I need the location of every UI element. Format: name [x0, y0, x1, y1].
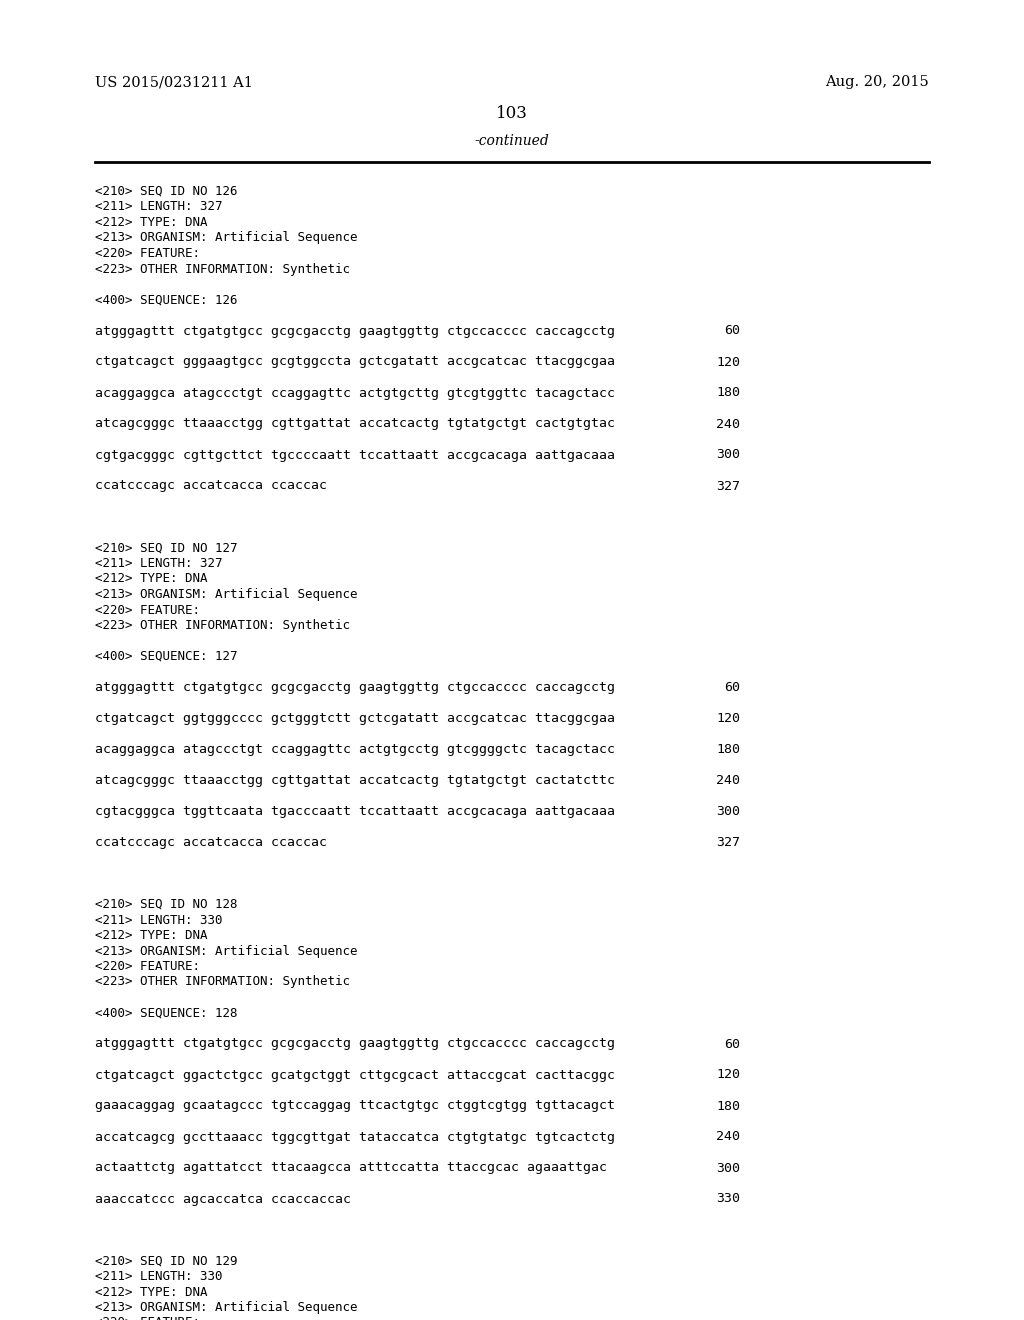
Text: 300: 300 [716, 1162, 740, 1175]
Text: <213> ORGANISM: Artificial Sequence: <213> ORGANISM: Artificial Sequence [95, 231, 357, 244]
Text: <220> FEATURE:: <220> FEATURE: [95, 960, 200, 973]
Text: cgtgacgggc cgttgcttct tgccccaatt tccattaatt accgcacaga aattgacaaa: cgtgacgggc cgttgcttct tgccccaatt tccatta… [95, 449, 615, 462]
Text: atcagcgggc ttaaacctgg cgttgattat accatcactg tgtatgctgt cactgtgtac: atcagcgggc ttaaacctgg cgttgattat accatca… [95, 417, 615, 430]
Text: <213> ORGANISM: Artificial Sequence: <213> ORGANISM: Artificial Sequence [95, 1302, 357, 1313]
Text: 240: 240 [716, 417, 740, 430]
Text: 327: 327 [716, 479, 740, 492]
Text: cgtacgggca tggttcaata tgacccaatt tccattaatt accgcacaga aattgacaaa: cgtacgggca tggttcaata tgacccaatt tccatta… [95, 805, 615, 818]
Text: <220> FEATURE:: <220> FEATURE: [95, 1316, 200, 1320]
Text: <211> LENGTH: 330: <211> LENGTH: 330 [95, 913, 222, 927]
Text: <212> TYPE: DNA: <212> TYPE: DNA [95, 929, 208, 942]
Text: ctgatcagct ggactctgcc gcatgctggt cttgcgcact attaccgcat cacttacggc: ctgatcagct ggactctgcc gcatgctggt cttgcgc… [95, 1068, 615, 1081]
Text: atgggagttt ctgatgtgcc gcgcgacctg gaagtggttg ctgccacccc caccagcctg: atgggagttt ctgatgtgcc gcgcgacctg gaagtgg… [95, 325, 615, 338]
Text: 180: 180 [716, 743, 740, 756]
Text: ctgatcagct ggtgggcccc gctgggtctt gctcgatatt accgcatcac ttacggcgaa: ctgatcagct ggtgggcccc gctgggtctt gctcgat… [95, 711, 615, 725]
Text: 120: 120 [716, 355, 740, 368]
Text: <400> SEQUENCE: 127: <400> SEQUENCE: 127 [95, 649, 238, 663]
Text: 240: 240 [716, 1130, 740, 1143]
Text: gaaacaggag gcaatagccc tgtccaggag ttcactgtgc ctggtcgtgg tgttacagct: gaaacaggag gcaatagccc tgtccaggag ttcactg… [95, 1100, 615, 1113]
Text: 120: 120 [716, 711, 740, 725]
Text: aaaccatccc agcaccatca ccaccaccac: aaaccatccc agcaccatca ccaccaccac [95, 1192, 351, 1205]
Text: <223> OTHER INFORMATION: Synthetic: <223> OTHER INFORMATION: Synthetic [95, 975, 350, 989]
Text: <210> SEQ ID NO 127: <210> SEQ ID NO 127 [95, 541, 238, 554]
Text: 330: 330 [716, 1192, 740, 1205]
Text: 180: 180 [716, 387, 740, 400]
Text: <220> FEATURE:: <220> FEATURE: [95, 247, 200, 260]
Text: 300: 300 [716, 805, 740, 818]
Text: 60: 60 [724, 325, 740, 338]
Text: 180: 180 [716, 1100, 740, 1113]
Text: acaggaggca atagccctgt ccaggagttc actgtgcctg gtcggggctc tacagctacc: acaggaggca atagccctgt ccaggagttc actgtgc… [95, 743, 615, 756]
Text: -continued: -continued [475, 135, 549, 148]
Text: <220> FEATURE:: <220> FEATURE: [95, 603, 200, 616]
Text: atgggagttt ctgatgtgcc gcgcgacctg gaagtggttg ctgccacccc caccagcctg: atgggagttt ctgatgtgcc gcgcgacctg gaagtgg… [95, 681, 615, 694]
Text: 120: 120 [716, 1068, 740, 1081]
Text: 300: 300 [716, 449, 740, 462]
Text: ccatcccagc accatcacca ccaccac: ccatcccagc accatcacca ccaccac [95, 836, 327, 849]
Text: 60: 60 [724, 1038, 740, 1051]
Text: <213> ORGANISM: Artificial Sequence: <213> ORGANISM: Artificial Sequence [95, 587, 357, 601]
Text: acaggaggca atagccctgt ccaggagttc actgtgcttg gtcgtggttc tacagctacc: acaggaggca atagccctgt ccaggagttc actgtgc… [95, 387, 615, 400]
Text: <223> OTHER INFORMATION: Synthetic: <223> OTHER INFORMATION: Synthetic [95, 619, 350, 632]
Text: actaattctg agattatcct ttacaagcca atttccatta ttaccgcac agaaattgac: actaattctg agattatcct ttacaagcca atttcca… [95, 1162, 607, 1175]
Text: accatcagcg gccttaaacc tggcgttgat tataccatca ctgtgtatgc tgtcactctg: accatcagcg gccttaaacc tggcgttgat tatacca… [95, 1130, 615, 1143]
Text: <212> TYPE: DNA: <212> TYPE: DNA [95, 1286, 208, 1299]
Text: <212> TYPE: DNA: <212> TYPE: DNA [95, 573, 208, 586]
Text: 103: 103 [496, 106, 528, 121]
Text: Aug. 20, 2015: Aug. 20, 2015 [825, 75, 929, 88]
Text: <210> SEQ ID NO 129: <210> SEQ ID NO 129 [95, 1254, 238, 1267]
Text: ccatcccagc accatcacca ccaccac: ccatcccagc accatcacca ccaccac [95, 479, 327, 492]
Text: <400> SEQUENCE: 126: <400> SEQUENCE: 126 [95, 293, 238, 306]
Text: US 2015/0231211 A1: US 2015/0231211 A1 [95, 75, 253, 88]
Text: <212> TYPE: DNA: <212> TYPE: DNA [95, 216, 208, 228]
Text: <400> SEQUENCE: 128: <400> SEQUENCE: 128 [95, 1006, 238, 1019]
Text: <211> LENGTH: 327: <211> LENGTH: 327 [95, 201, 222, 214]
Text: 60: 60 [724, 681, 740, 694]
Text: <211> LENGTH: 327: <211> LENGTH: 327 [95, 557, 222, 570]
Text: atgggagttt ctgatgtgcc gcgcgacctg gaagtggttg ctgccacccc caccagcctg: atgggagttt ctgatgtgcc gcgcgacctg gaagtgg… [95, 1038, 615, 1051]
Text: ctgatcagct gggaagtgcc gcgtggccta gctcgatatt accgcatcac ttacggcgaa: ctgatcagct gggaagtgcc gcgtggccta gctcgat… [95, 355, 615, 368]
Text: atcagcgggc ttaaacctgg cgttgattat accatcactg tgtatgctgt cactatcttc: atcagcgggc ttaaacctgg cgttgattat accatca… [95, 774, 615, 787]
Text: <213> ORGANISM: Artificial Sequence: <213> ORGANISM: Artificial Sequence [95, 945, 357, 957]
Text: <210> SEQ ID NO 126: <210> SEQ ID NO 126 [95, 185, 238, 198]
Text: 240: 240 [716, 774, 740, 787]
Text: 327: 327 [716, 836, 740, 849]
Text: <210> SEQ ID NO 128: <210> SEQ ID NO 128 [95, 898, 238, 911]
Text: <223> OTHER INFORMATION: Synthetic: <223> OTHER INFORMATION: Synthetic [95, 263, 350, 276]
Text: <211> LENGTH: 330: <211> LENGTH: 330 [95, 1270, 222, 1283]
